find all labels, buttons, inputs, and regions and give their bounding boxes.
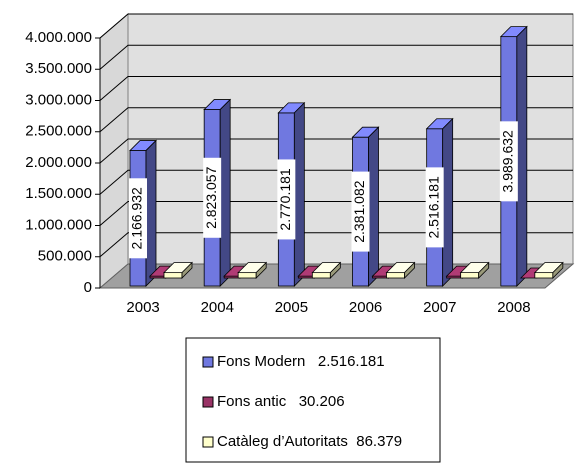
grid-line	[99, 76, 573, 101]
value-label-bg	[203, 157, 222, 238]
y-tick-label: 3.500.000	[25, 60, 92, 77]
y-tick-label: 2.000.000	[25, 154, 92, 171]
bar-front	[163, 272, 183, 279]
bar-side	[255, 261, 267, 279]
grid-line	[99, 201, 573, 226]
bar-side	[442, 117, 454, 287]
bar-side	[293, 101, 305, 287]
bar	[311, 261, 342, 279]
bar	[533, 261, 564, 279]
x-tick-label: 2007	[423, 299, 456, 316]
x-tick-label: 2004	[201, 299, 234, 316]
value-label: 2.823.057	[203, 166, 219, 228]
value-label-bg	[277, 159, 296, 240]
grid-line	[99, 169, 573, 195]
legend-swatch	[202, 356, 214, 368]
x-tick-label: 2008	[497, 299, 530, 316]
bar	[163, 261, 193, 279]
legend-label: Fons antic 30.206	[217, 393, 345, 410]
y-tick-label: 500.000	[38, 248, 92, 265]
value-label: 2.516.181	[425, 176, 441, 238]
value-label-bg	[351, 171, 370, 252]
value-label: 3.989.632	[500, 130, 516, 192]
y-tick-label: 0	[84, 279, 92, 296]
y-tick-label: 3.000.000	[25, 91, 92, 108]
grid-line	[99, 138, 573, 164]
bar-side	[478, 261, 490, 279]
y-tick-label: 1.000.000	[25, 216, 92, 233]
grid-line	[99, 13, 573, 39]
grid-line	[99, 107, 573, 133]
bar-side	[219, 98, 231, 287]
value-label: 2.770.181	[277, 168, 293, 230]
bar	[385, 261, 416, 279]
x-tick-label: 2006	[349, 299, 382, 316]
x-tick-label: 2005	[275, 299, 308, 316]
bar-side	[145, 139, 157, 287]
value-label-bg	[129, 178, 147, 259]
legend-box	[185, 337, 441, 463]
bar-side	[368, 126, 379, 287]
grid-line	[99, 232, 573, 258]
bar-side	[404, 261, 415, 279]
y-tick-label: 4.000.000	[25, 29, 92, 46]
bar-front	[237, 272, 257, 279]
bar-front	[311, 272, 331, 279]
bar	[459, 261, 490, 279]
legend-label: Catàleg d’Autoritats 86.379	[217, 433, 402, 450]
legend-swatch	[202, 436, 214, 448]
bar-side	[516, 25, 528, 287]
bar-front	[460, 272, 480, 279]
y-tick-label: 1.500.000	[25, 185, 92, 202]
bar	[237, 261, 268, 279]
bar-side	[552, 261, 564, 279]
bar-front	[534, 272, 554, 279]
value-label: 2.381.082	[351, 180, 367, 242]
bar-side	[329, 261, 341, 279]
legend-swatch	[202, 396, 214, 408]
grid-line	[99, 44, 573, 70]
bar	[499, 25, 528, 287]
bar-front	[386, 272, 405, 279]
x-tick-label: 2003	[126, 299, 159, 316]
y-tick-label: 2.500.000	[25, 123, 92, 140]
value-label-bg	[425, 167, 444, 248]
value-label: 2.166.932	[129, 187, 145, 249]
bar	[277, 101, 306, 287]
bar-side	[181, 261, 193, 279]
value-label-bg	[499, 121, 518, 202]
legend-label: Fons Modern 2.516.181	[217, 353, 385, 370]
